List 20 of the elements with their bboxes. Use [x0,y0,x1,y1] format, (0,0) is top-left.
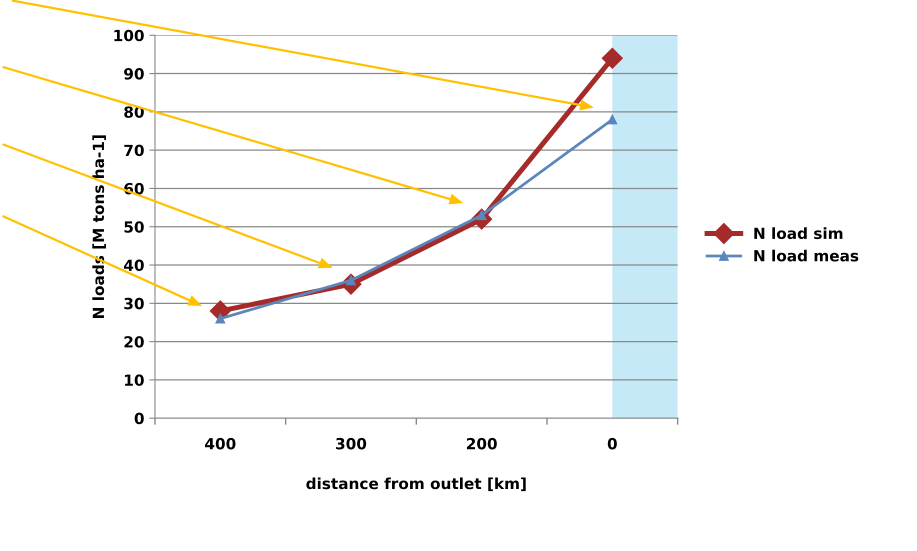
y-tick-label: 40 [124,259,144,272]
y-tick-label: 50 [124,221,144,233]
y-tick-label: 70 [124,144,144,156]
y-tick-label: 20 [124,336,144,348]
point [602,48,623,69]
y-tick-label: 10 [125,374,144,386]
y-tick-label: 0 [134,412,144,424]
x-axis-title: distance from outlet [km] [306,477,526,492]
y-tick-label: 100 [114,30,144,42]
legend-label: N load meas [754,250,858,262]
x-tick-label: 200 [466,438,497,450]
x-tick-label: 0 [608,438,617,450]
x-tick-label: 300 [336,438,366,450]
y-axis-title: N loads [M tons ha-1] [92,135,106,318]
y-tick-label: 90 [124,68,144,80]
legend-label: N load sim [754,227,842,240]
point [215,314,226,324]
point [607,114,618,124]
x-tick-label: 400 [205,438,236,450]
y-tick-label: 30 [124,298,144,310]
